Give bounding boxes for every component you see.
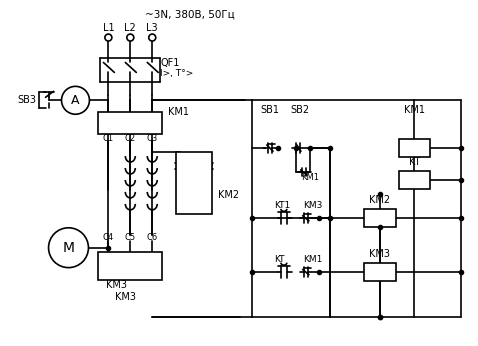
Circle shape [105,34,112,41]
Text: L2: L2 [124,22,136,33]
Text: C2: C2 [125,134,136,143]
Text: KT: KT [274,255,284,264]
Text: KM1: KM1 [404,105,425,115]
Text: KM2: KM2 [369,195,390,205]
Text: C4: C4 [103,233,114,242]
Bar [364,263,395,281]
Bar [364,209,395,227]
Text: KT: KT [409,157,420,167]
Bar [98,112,162,134]
Bar [399,139,431,157]
Text: KM3: KM3 [107,280,127,290]
Text: KM1: KM1 [168,107,189,117]
Text: KM1: KM1 [303,255,322,264]
Text: KM3: KM3 [369,249,390,259]
Text: KM3: KM3 [115,292,136,302]
Text: KM3: KM3 [303,201,322,210]
Bar [176,152,212,214]
Text: L3: L3 [146,22,158,33]
Text: I>, T°>: I>, T°> [160,69,194,78]
Circle shape [127,34,134,41]
Text: ~3N, 380В, 50Гц: ~3N, 380В, 50Гц [145,10,235,20]
Text: KM1: KM1 [301,173,319,182]
Text: SB2: SB2 [290,105,309,115]
Bar [98,252,162,280]
Text: L1: L1 [103,22,114,33]
Text: C5: C5 [125,233,136,242]
Text: SB3: SB3 [18,95,37,105]
Text: C3: C3 [147,134,158,143]
Circle shape [149,34,156,41]
Circle shape [49,228,88,267]
Text: C6: C6 [147,233,158,242]
Text: C1: C1 [103,134,114,143]
Text: SB1: SB1 [261,105,280,115]
Text: QF1: QF1 [160,58,180,69]
Text: A: A [71,94,80,107]
Text: KT1: KT1 [274,201,290,210]
Circle shape [62,86,89,114]
Text: KM2: KM2 [218,190,239,200]
Text: M: M [63,241,75,255]
Bar [399,171,431,189]
